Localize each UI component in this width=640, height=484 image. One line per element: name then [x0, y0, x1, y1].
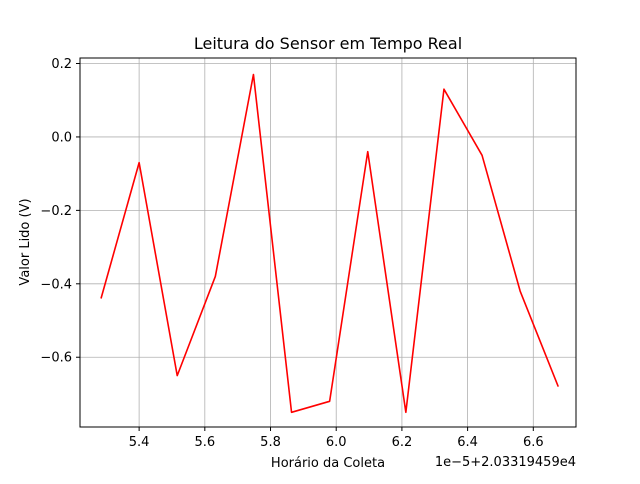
grid-lines — [80, 58, 576, 427]
y-tick-label: 0.0 — [51, 130, 72, 145]
y-tick-label: −0.4 — [40, 277, 72, 292]
y-axis-label: Valor Lido (V) — [18, 198, 33, 285]
x-axis-offset-text: 1e−5+2.03319459e4 — [435, 455, 576, 470]
y-tick-label: −0.6 — [40, 351, 72, 366]
x-axis-label: Horário da Coleta — [271, 456, 385, 471]
x-tick-label: 5.8 — [260, 435, 281, 450]
x-tick-label: 5.4 — [129, 435, 150, 450]
series-group — [100, 73, 560, 414]
y-tick-label: −0.2 — [40, 204, 72, 219]
x-tick-label: 6.0 — [326, 435, 347, 450]
y-tick-label: 0.2 — [51, 57, 72, 72]
x-tick-label: 6.6 — [523, 435, 544, 450]
chart-title: Leitura do Sensor em Tempo Real — [194, 34, 462, 53]
x-axis-ticks: 5.4 5.6 5.8 6.0 6.2 6.4 6.6 — [129, 427, 544, 450]
series-line — [100, 73, 560, 414]
x-tick-label: 6.2 — [392, 435, 413, 450]
x-tick-label: 5.6 — [194, 435, 215, 450]
x-tick-label: 6.4 — [457, 435, 478, 450]
plot-frame — [79, 57, 577, 428]
y-axis-ticks: −0.6 −0.4 −0.2 0.0 0.2 — [40, 57, 80, 366]
